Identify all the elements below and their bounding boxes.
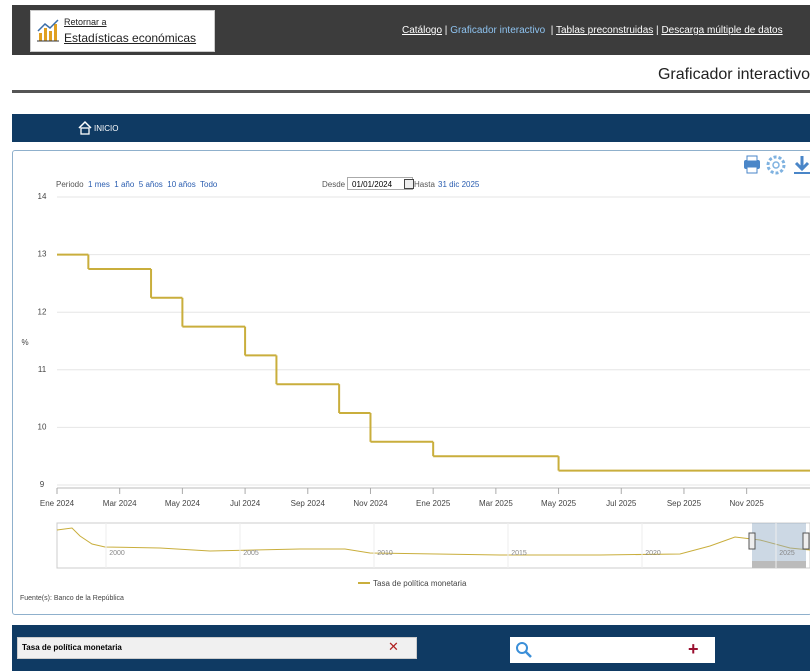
download-button[interactable]: [794, 156, 810, 174]
nav: Catálogo | Graficador interactivo | Tabl…: [402, 25, 783, 36]
y-tick-label: 10: [38, 423, 47, 432]
navigator-label: 2000: [109, 550, 125, 557]
selected-series: Tasa de política monetaria: [17, 637, 417, 659]
x-tick-label: May 2024: [165, 499, 201, 508]
navigator-label: 2020: [645, 550, 661, 557]
navigator-handle[interactable]: [802, 532, 810, 550]
navigator-label: 2010: [377, 550, 393, 557]
y-tick-label: 13: [38, 250, 47, 259]
breadcrumb[interactable]: INICIO: [94, 124, 119, 133]
settings-button[interactable]: [766, 155, 786, 175]
period-selector: Periodo 1 mes 1 año 5 años 10 años Todo: [56, 180, 217, 189]
logo-icon: [37, 19, 59, 42]
chart-panel: [12, 150, 810, 615]
navigator-label: 2025: [779, 550, 795, 557]
from-input[interactable]: 01/01/2024: [347, 177, 413, 190]
x-tick-label: Sep 2025: [667, 499, 702, 508]
x-tick-label: Ene 2025: [416, 499, 451, 508]
y-tick-label: 11: [38, 365, 47, 374]
source: Fuente(s): Banco de la República: [20, 595, 124, 602]
page-title: Graficador interactivo: [657, 66, 810, 83]
legend-label[interactable]: Tasa de política monetaria: [373, 579, 467, 588]
x-tick-label: Nov 2024: [353, 499, 388, 508]
period-option[interactable]: 1 mes: [88, 180, 110, 189]
calendar-button[interactable]: [404, 179, 414, 189]
navigator-handle[interactable]: [748, 532, 756, 550]
back-label: Retornar a: [64, 17, 107, 27]
navigator[interactable]: [56, 522, 810, 569]
x-tick-label: Jul 2024: [230, 499, 261, 508]
x-tick-label: Sep 2024: [291, 499, 326, 508]
period-option[interactable]: 1 año: [114, 180, 135, 189]
nav-link[interactable]: Descarga múltiple de datos: [661, 25, 783, 36]
nav-link[interactable]: Tablas preconstruidas: [556, 25, 654, 36]
y-tick-label: 12: [38, 307, 47, 316]
y-axis-label: %: [21, 338, 28, 347]
breadcrumb-bar: INICIO: [12, 114, 810, 142]
period-option[interactable]: 5 años: [138, 180, 163, 189]
nav-link[interactable]: Graficador interactivo: [450, 25, 546, 36]
navigator-line: [56, 527, 810, 556]
series-bar: Tasa de política monetaria ✕ +: [12, 625, 810, 671]
nav-link[interactable]: Catálogo: [402, 25, 443, 36]
site-name: Estadísticas económicas: [64, 31, 197, 45]
y-tick-label: 14: [38, 192, 47, 201]
toolbar: [744, 155, 810, 175]
print-button[interactable]: [744, 155, 760, 174]
period-option[interactable]: 10 años: [167, 180, 196, 189]
period-label: Periodo: [56, 180, 84, 189]
x-tick-label: Ene 2024: [40, 499, 75, 508]
home-icon[interactable]: [77, 120, 93, 135]
y-tick-label: 9: [40, 480, 45, 489]
add-button[interactable]: +: [688, 639, 699, 659]
to-label: Hasta: [414, 180, 435, 189]
back-link[interactable]: Retornar a Estadísticas económicas: [30, 10, 215, 52]
x-tick-label: Mar 2025: [479, 499, 513, 508]
navigator-selection[interactable]: [752, 523, 806, 568]
x-tick-label: Mar 2024: [103, 499, 137, 508]
search-box[interactable]: +: [510, 637, 715, 663]
divider: [12, 90, 810, 93]
remove-button[interactable]: ✕: [388, 639, 399, 654]
navigator-label: 2005: [243, 550, 259, 557]
from-label: Desde: [322, 180, 346, 189]
search-icon: [516, 642, 532, 658]
period-option[interactable]: Todo: [200, 180, 218, 189]
navigator-label: 2015: [511, 550, 527, 557]
to-value[interactable]: 31 dic 2025: [438, 180, 480, 189]
x-tick-label: Jul 2025: [606, 499, 637, 508]
x-tick-label: May 2025: [541, 499, 577, 508]
x-tick-label: Nov 2025: [730, 499, 765, 508]
navigator-scrollbar[interactable]: [752, 561, 806, 568]
